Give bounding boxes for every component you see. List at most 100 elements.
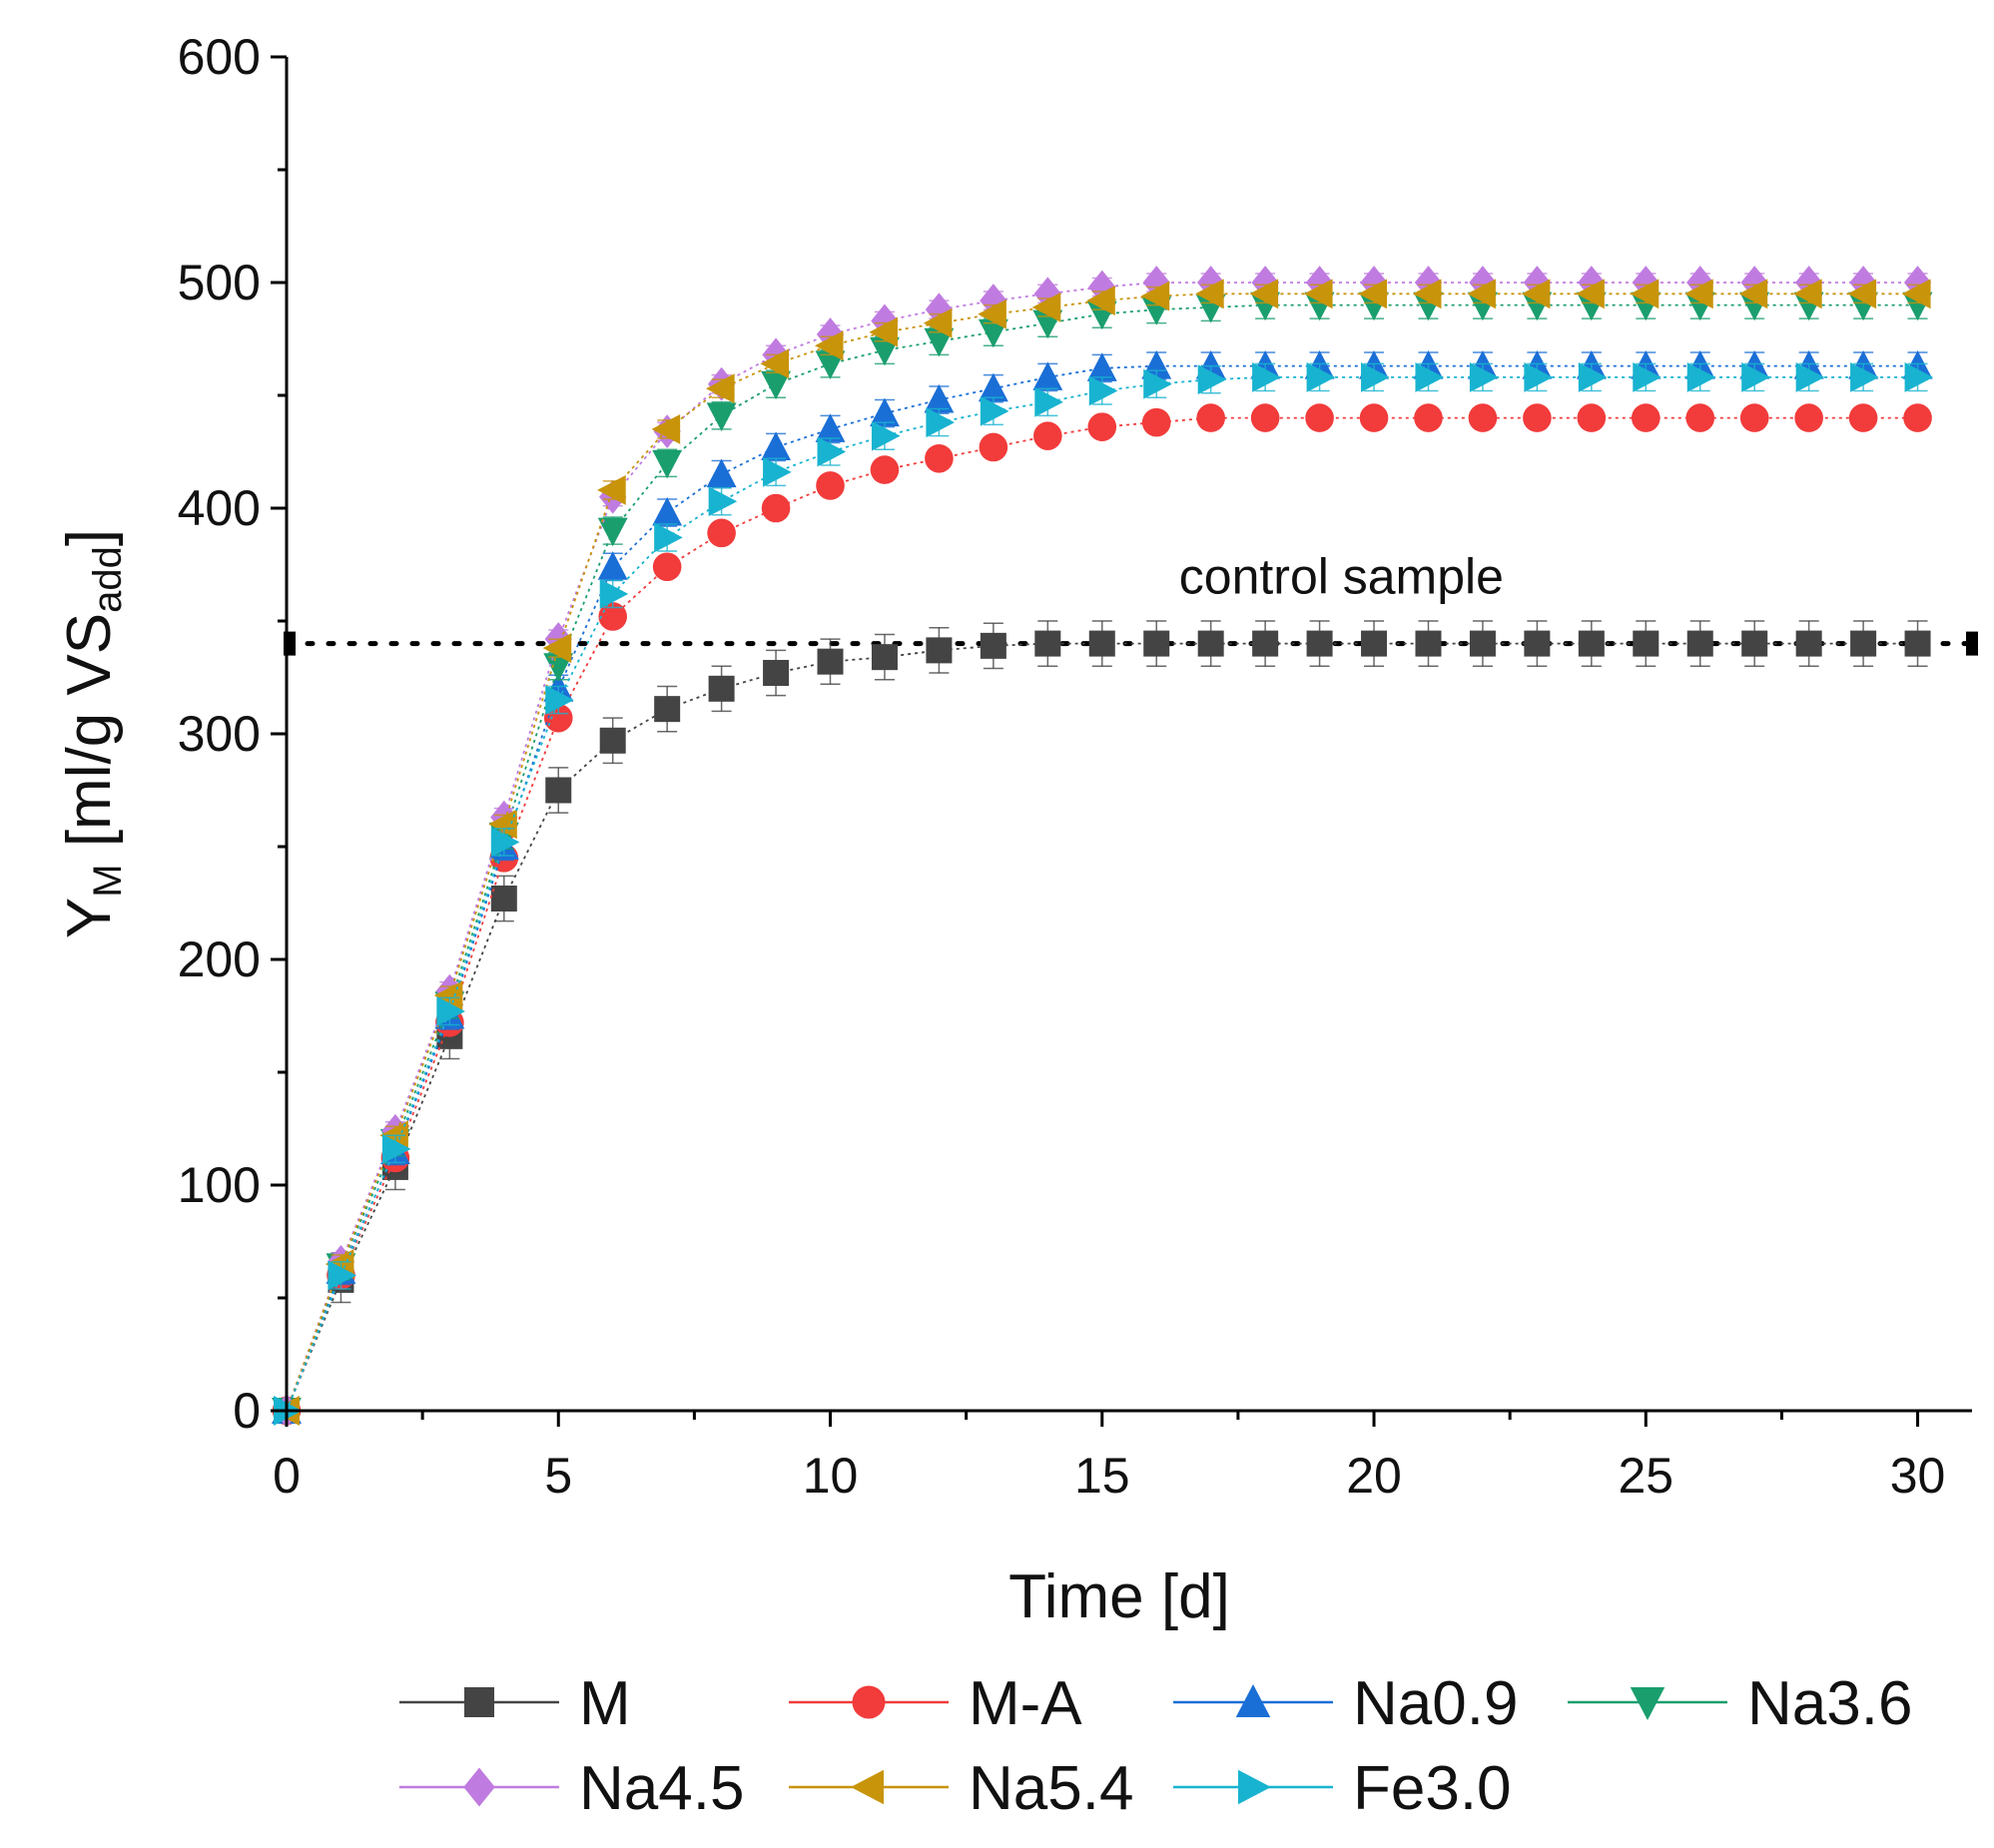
data-point-M [1361, 630, 1388, 657]
data-point-Na0.9 [870, 397, 900, 427]
data-point-M-A [1848, 403, 1878, 432]
data-point-Na5.4 [869, 316, 898, 347]
data-point-Na4.5 [1849, 266, 1877, 300]
x-tick-label: 0 [273, 1448, 301, 1504]
data-point-Na0.9 [1032, 361, 1063, 390]
series-line-M-A [286, 416, 1918, 1412]
data-point-Fe3.0 [328, 1260, 357, 1291]
plot-area: control sample [271, 266, 1978, 1428]
data-point-Fe3.0 [1361, 361, 1390, 392]
data-point-Fe3.0 [545, 685, 574, 716]
data-point-M-A [870, 455, 900, 484]
data-point-Na4.5 [1903, 266, 1932, 300]
legend-label-Na5.4: Na5.4 [969, 1754, 1133, 1823]
data-point-Na0.9 [1141, 350, 1172, 379]
y-tick-label: 100 [178, 1157, 261, 1213]
data-point-M-A [816, 471, 845, 500]
data-point-Na3.6 [761, 370, 792, 400]
data-point-M [1795, 630, 1822, 657]
data-point-M-A [598, 602, 628, 631]
data-point-M [763, 659, 790, 686]
data-point-M [980, 632, 1006, 659]
data-point-Na5.4 [1358, 279, 1388, 309]
legend-label-Na4.5: Na4.5 [579, 1754, 744, 1823]
data-point-Na5.4 [1303, 279, 1333, 309]
series-Na3.6 [272, 291, 1933, 1427]
data-point-M-A [1739, 403, 1769, 432]
data-point-Fe3.0 [763, 456, 792, 487]
data-point-Na5.4 [1140, 281, 1170, 311]
data-point-M [654, 696, 681, 723]
y-tick-label: 200 [178, 931, 261, 987]
x-tick-label: 10 [803, 1448, 859, 1504]
data-point-M [1524, 630, 1551, 657]
data-point-Na5.4 [1521, 279, 1551, 309]
data-point-M [545, 777, 572, 804]
data-point-Fe3.0 [1578, 361, 1608, 392]
data-point-Na0.9 [761, 431, 792, 460]
legend-marker-Na5.4 [851, 1769, 884, 1805]
data-point-Fe3.0 [1850, 361, 1879, 392]
legend-item-Fe3.0: Fe3.0 [1173, 1754, 1512, 1823]
data-point-Fe3.0 [1469, 361, 1499, 392]
data-point-M [1578, 630, 1605, 657]
data-point-Na5.4 [433, 980, 463, 1011]
x-tick-label: 15 [1074, 1448, 1130, 1504]
data-point-M-A [1305, 403, 1334, 432]
y-axis-title-main: Y [55, 898, 124, 938]
data-point-M [1143, 630, 1170, 657]
data-point-Na5.4 [1576, 279, 1605, 309]
legend-item-M: M [399, 1669, 631, 1738]
data-point-Fe3.0 [381, 1133, 411, 1164]
y-tick-label: 400 [178, 480, 261, 536]
series-Na5.4 [271, 279, 1931, 1426]
x-tick-label: 25 [1618, 1448, 1673, 1504]
data-point-M [871, 644, 898, 671]
legend-item-Na3.6: Na3.6 [1568, 1669, 1912, 1738]
series-line-Na0.9 [286, 364, 1918, 1412]
data-point-M-A [1196, 403, 1225, 432]
data-point-M-A [1794, 403, 1823, 432]
data-point-M-A [1033, 421, 1062, 450]
data-point-Na3.6 [706, 402, 737, 431]
data-point-M-A [652, 552, 682, 582]
data-point-Na4.5 [1523, 266, 1552, 300]
data-point-M [1415, 630, 1442, 657]
data-point-Na5.4 [542, 633, 572, 664]
data-point-M-A [1523, 403, 1552, 432]
data-point-M-A [1903, 403, 1932, 432]
data-point-M [1469, 630, 1496, 657]
data-point-Na5.4 [651, 413, 681, 444]
legend-item-Na0.9: Na0.9 [1173, 1669, 1518, 1738]
legend-label-Na3.6: Na3.6 [1747, 1669, 1912, 1738]
data-point-Na0.9 [1086, 352, 1117, 381]
data-point-Fe3.0 [1633, 361, 1662, 392]
series-line-Na3.6 [286, 304, 1918, 1412]
data-point-Na3.6 [870, 336, 900, 366]
legend-marker-Na4.5 [463, 1767, 495, 1807]
data-point-M [817, 648, 844, 675]
reference-line-label: control sample [1179, 549, 1504, 605]
legend-label-M-A: M-A [969, 1669, 1082, 1738]
data-point-M [1088, 630, 1115, 657]
data-point-M [1034, 630, 1061, 657]
data-point-Na0.9 [978, 372, 1008, 402]
data-point-M-A [925, 443, 954, 473]
data-point-Fe3.0 [1524, 361, 1553, 392]
y-axis-title-unit-subscript: add [86, 546, 130, 613]
data-point-Fe3.0 [1306, 361, 1336, 392]
x-axis-title: Time [d] [1008, 1562, 1230, 1631]
y-axis-title: YM [ml/g VSadd] [55, 529, 130, 938]
data-point-M-A [1631, 403, 1661, 432]
data-point-Fe3.0 [1795, 361, 1825, 392]
data-point-Na0.9 [706, 458, 737, 488]
data-point-Na5.4 [706, 373, 735, 404]
legend-label-Na0.9: Na0.9 [1353, 1669, 1518, 1738]
data-point-Na4.5 [1305, 266, 1334, 300]
x-tick-label: 20 [1346, 1448, 1402, 1504]
y-tick-label: 300 [178, 706, 261, 762]
data-point-Fe3.0 [817, 436, 847, 467]
data-point-Na5.4 [1793, 279, 1822, 309]
data-point-Na3.6 [597, 517, 628, 547]
